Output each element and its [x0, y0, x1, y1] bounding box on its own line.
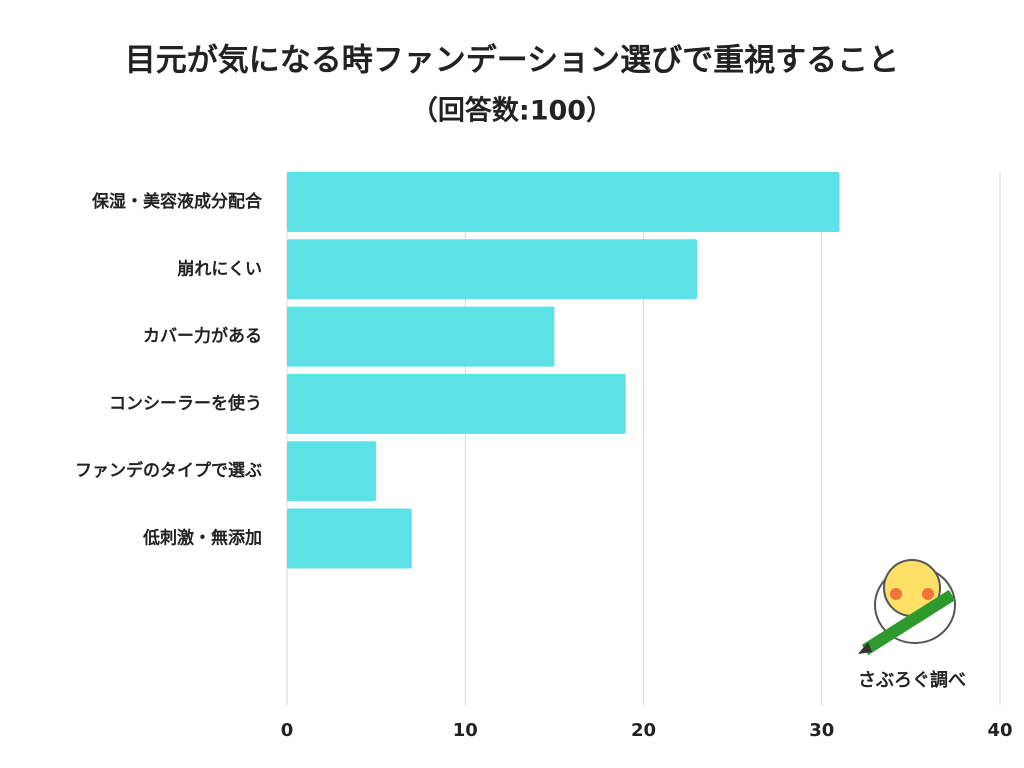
bar — [287, 441, 377, 502]
x-tick-label: 0 — [281, 720, 294, 741]
x-tick-label: 20 — [631, 720, 656, 741]
y-tick-label: カバー力がある — [143, 326, 262, 347]
x-tick-label: 10 — [453, 720, 478, 741]
bar — [287, 172, 840, 232]
x-tick-label: 40 — [987, 720, 1012, 741]
y-tick-label: 低刺激・無添加 — [142, 528, 262, 549]
chart-title: 目元が気になる時ファンデーション選びで重視すること — [125, 43, 899, 79]
y-tick-label: 保湿・美容液成分配合 — [91, 191, 263, 212]
y-tick-label: コンシーラーを使う — [109, 393, 262, 414]
bar — [287, 306, 555, 367]
annotation: さぶろぐ調べ — [858, 669, 966, 691]
mascot — [858, 559, 956, 656]
x-tick-label: 30 — [809, 720, 834, 741]
chart-subtitle: （回答数:100） — [411, 95, 613, 127]
bar — [287, 239, 697, 300]
bar — [287, 508, 412, 569]
y-tick-label: ファンデのタイプで選ぶ — [75, 460, 262, 481]
y-tick-label: 崩れにくい — [177, 258, 262, 279]
bar — [287, 373, 626, 434]
